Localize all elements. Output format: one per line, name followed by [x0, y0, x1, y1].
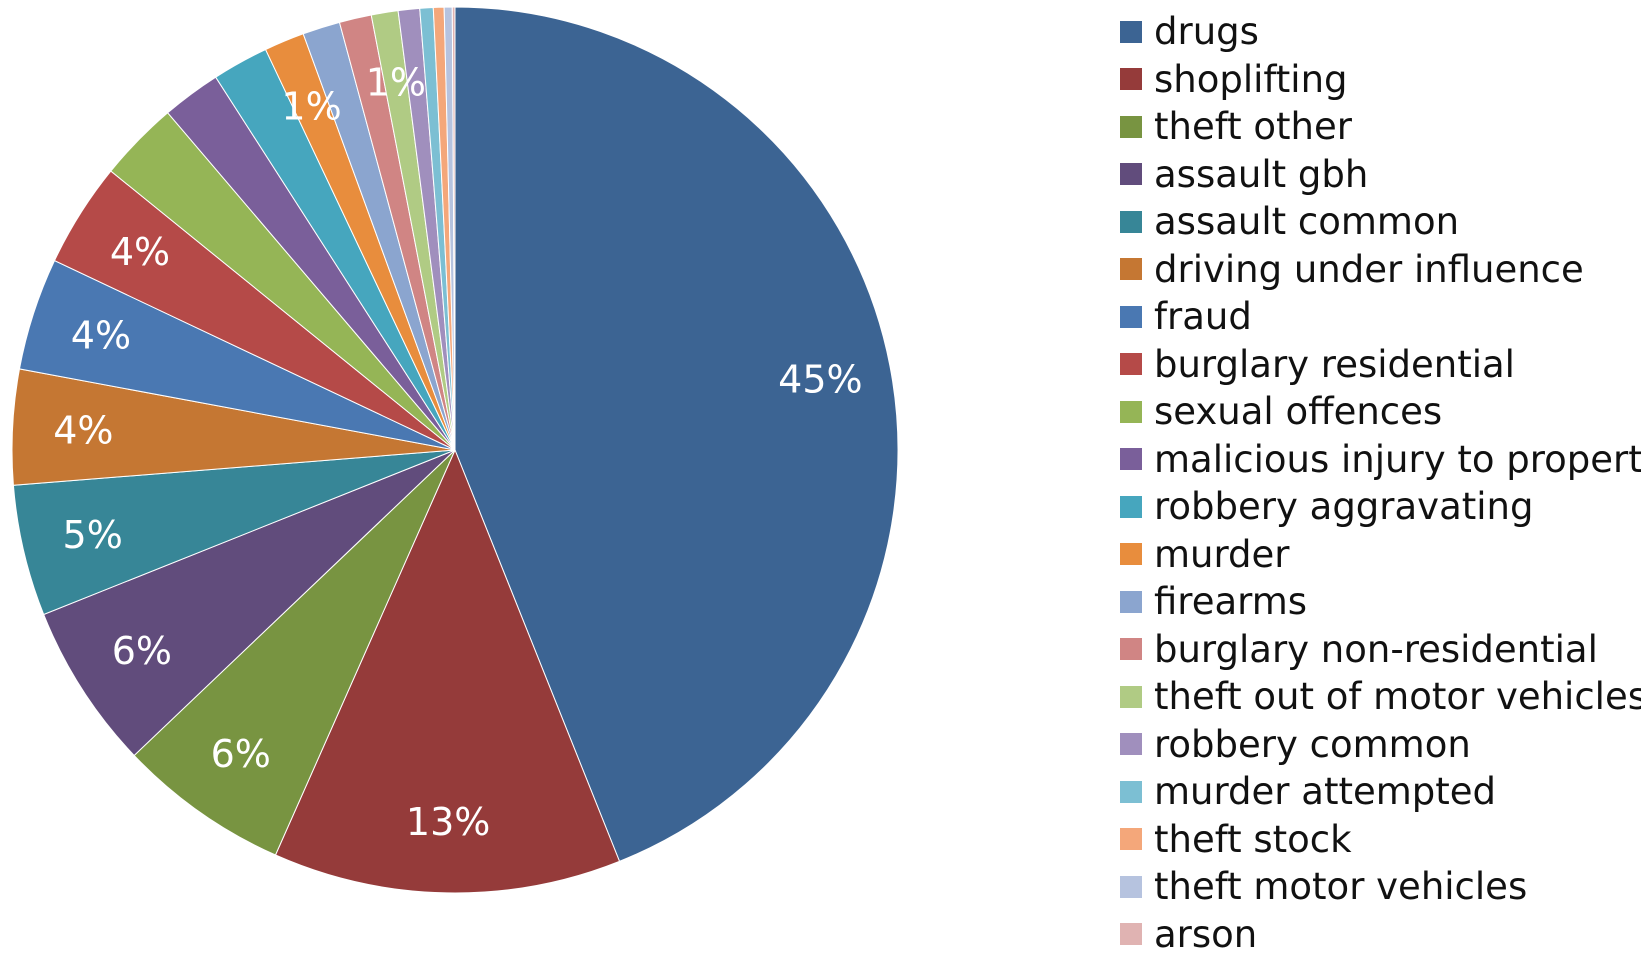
legend-swatch — [1120, 876, 1142, 898]
data-label-murder: 1% — [281, 85, 341, 129]
legend-item: firearms — [1120, 578, 1641, 626]
legend-swatch — [1120, 163, 1142, 185]
legend-item: theft out of motor vehicles — [1120, 673, 1641, 721]
data-label-burglary-residential: 4% — [110, 230, 170, 274]
legend-swatch — [1120, 211, 1142, 233]
legend-item: fraud — [1120, 293, 1641, 341]
legend-item: murder — [1120, 531, 1641, 579]
data-label-assault-common: 5% — [63, 513, 123, 557]
legend-item: assault gbh — [1120, 151, 1641, 199]
legend-label: fraud — [1154, 298, 1252, 335]
legend-label: murder — [1154, 536, 1290, 573]
legend-swatch — [1120, 353, 1142, 375]
legend-swatch — [1120, 306, 1142, 328]
legend-swatch — [1120, 258, 1142, 280]
legend-swatch — [1120, 116, 1142, 138]
legend-swatch — [1120, 686, 1142, 708]
legend-label: malicious injury to property — [1154, 441, 1641, 478]
data-label-fraud: 4% — [71, 313, 131, 357]
legend-item: shoplifting — [1120, 56, 1641, 104]
data-label-assault-gbh: 6% — [112, 629, 172, 673]
legend-item: theft motor vehicles — [1120, 863, 1641, 911]
legend-label: robbery aggravating — [1154, 488, 1533, 525]
legend-item: arson — [1120, 911, 1641, 958]
data-label-shoplifting: 13% — [406, 800, 490, 844]
legend-label: theft stock — [1154, 821, 1352, 858]
legend-swatch — [1120, 781, 1142, 803]
legend-label: assault common — [1154, 203, 1459, 240]
legend-item: drugs — [1120, 8, 1641, 56]
data-label-drugs: 45% — [778, 358, 862, 402]
legend: drugs shoplifting theft other assault gbh as… — [1120, 8, 1641, 958]
legend-label: drugs — [1154, 13, 1259, 50]
legend-swatch — [1120, 828, 1142, 850]
legend-label: driving under influence — [1154, 251, 1584, 288]
legend-swatch — [1120, 923, 1142, 945]
data-label-theft-other: 6% — [211, 732, 271, 776]
legend-label: assault gbh — [1154, 156, 1368, 193]
legend-label: burglary non-residential — [1154, 631, 1598, 668]
legend-swatch — [1120, 68, 1142, 90]
legend-item: burglary residential — [1120, 341, 1641, 389]
legend-label: sexual offences — [1154, 393, 1442, 430]
legend-item: assault common — [1120, 198, 1641, 246]
legend-label: murder attempted — [1154, 773, 1496, 810]
legend-item: malicious injury to property — [1120, 436, 1641, 484]
legend-item: burglary non-residential — [1120, 626, 1641, 674]
data-label-driving-under-influence: 4% — [53, 409, 113, 453]
data-label-theft-out-of-motor-vehicles: 1% — [366, 61, 426, 105]
legend-swatch — [1120, 543, 1142, 565]
legend-swatch — [1120, 591, 1142, 613]
legend-swatch — [1120, 638, 1142, 660]
legend-swatch — [1120, 401, 1142, 423]
legend-item: theft stock — [1120, 816, 1641, 864]
legend-label: theft motor vehicles — [1154, 868, 1527, 905]
legend-swatch — [1120, 21, 1142, 43]
legend-swatch — [1120, 448, 1142, 470]
legend-label: firearms — [1154, 583, 1307, 620]
legend-item: driving under influence — [1120, 246, 1641, 294]
legend-label: robbery common — [1154, 726, 1471, 763]
legend-label: arson — [1154, 916, 1257, 953]
legend-item: theft other — [1120, 103, 1641, 151]
legend-item: robbery common — [1120, 721, 1641, 769]
legend-swatch — [1120, 496, 1142, 518]
legend-swatch — [1120, 733, 1142, 755]
legend-label: theft other — [1154, 108, 1352, 145]
legend-item: sexual offences — [1120, 388, 1641, 436]
legend-item: robbery aggravating — [1120, 483, 1641, 531]
legend-label: shoplifting — [1154, 61, 1348, 98]
legend-label: theft out of motor vehicles — [1154, 678, 1641, 715]
legend-label: burglary residential — [1154, 346, 1515, 383]
legend-item: murder attempted — [1120, 768, 1641, 816]
pie-chart: 45% 13% 6% 6% 5% 4% 4% 4% 1% 1% — [0, 0, 1110, 945]
pie-slices — [12, 7, 898, 893]
